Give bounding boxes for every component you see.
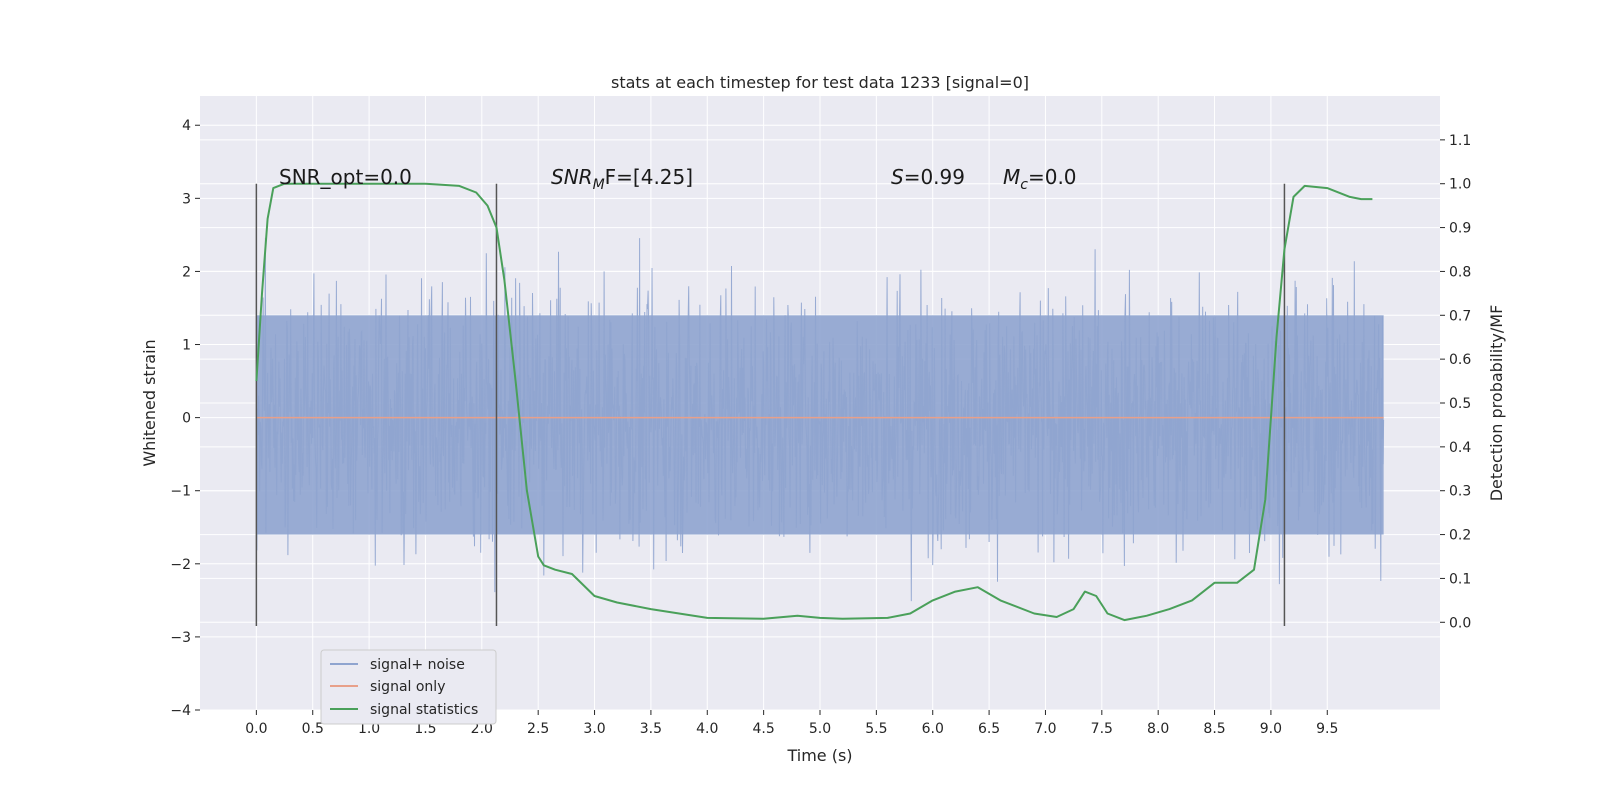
y-axis-right-label: Detection probability/MF [1487, 305, 1506, 502]
y-axis-right-ticks: 1.1 1.0 0.9 0.8 0.7 0.6 0.5 0.4 0.3 0.2 0.1 0.0 [1440, 133, 1471, 631]
y-right-tick-label: 0.9 [1449, 221, 1471, 237]
signal-statistics-line [255, 182, 1373, 622]
x-tick-label: 1.0 [358, 721, 380, 737]
x-tick-label: 0.5 [302, 721, 324, 737]
x-tick-label: 7.0 [1034, 721, 1056, 737]
y-right-tick-label: 0.6 [1449, 352, 1471, 368]
x-axis-ticks: 0.0 0.5 1.0 1.5 2.0 2.5 3.0 3.5 4.0 4.5 5.0 5.5 6.0 6… [245, 710, 1338, 737]
x-tick-label: 9.5 [1316, 721, 1338, 737]
y-axis-left-label: Whitened strain [140, 339, 159, 466]
x-tick-label: 2.0 [471, 721, 493, 737]
y-right-tick-label: 1.1 [1449, 133, 1471, 149]
y-right-tick-label: 0.8 [1449, 264, 1471, 280]
x-tick-label: 8.5 [1203, 721, 1225, 737]
annotation-snr-mf-sub: M [593, 177, 605, 193]
x-tick-label: 5.5 [865, 721, 887, 737]
x-tick-label: 2.5 [527, 721, 549, 737]
y-left-tick-label: 0 [182, 411, 191, 427]
x-tick-label: 4.5 [753, 721, 775, 737]
y-left-tick-label: 2 [182, 264, 191, 280]
annotation-snr-mf-rest: F=[4.25] [605, 165, 693, 189]
signal-statistics-series [255, 182, 1373, 622]
y-right-tick-label: 0.3 [1449, 484, 1471, 500]
annotation-mc-var: M [1003, 165, 1020, 189]
x-tick-label: 6.5 [978, 721, 1000, 737]
x-tick-label: 4.0 [696, 721, 718, 737]
y-left-tick-label: −3 [170, 630, 191, 646]
y-axis-left-ticks: 4 3 2 1 0 −1 −2 −3 −4 [170, 118, 200, 719]
y-left-tick-label: 4 [182, 118, 191, 134]
y-right-tick-label: 0.0 [1449, 615, 1471, 631]
x-tick-label: 0.0 [245, 721, 267, 737]
x-tick-label: 3.5 [640, 721, 662, 737]
x-axis-label: Time (s) [786, 746, 852, 765]
signal-noise-line [255, 237, 1385, 602]
x-tick-label: 5.0 [809, 721, 831, 737]
annotation-mc: Mc=0.0 [1003, 165, 1077, 193]
annotation-snr-opt: SNR_opt=0.0 [279, 165, 412, 189]
annotation-s: S=0.99 [891, 165, 965, 189]
legend-label-signal-statistics: signal statistics [370, 702, 478, 718]
y-right-tick-label: 0.4 [1449, 440, 1471, 456]
legend-label-signal-noise: signal+ noise [370, 657, 465, 673]
legend-label-signal-only: signal only [370, 679, 445, 695]
x-tick-label: 8.0 [1147, 721, 1169, 737]
chart-title: stats at each timestep for test data 123… [611, 73, 1029, 92]
annotation-s-var: S [891, 165, 904, 189]
y-right-tick-label: 0.5 [1449, 396, 1471, 412]
y-left-tick-label: 1 [182, 338, 191, 354]
legend-box [320, 649, 497, 725]
y-right-tick-label: 0.7 [1449, 308, 1471, 324]
annotation-s-val: =0.99 [904, 165, 965, 189]
annotation-mc-sub: c [1020, 177, 1028, 193]
x-tick-label: 3.0 [583, 721, 605, 737]
x-tick-label: 6.0 [922, 721, 944, 737]
x-tick-label: 7.5 [1091, 721, 1113, 737]
annotation-snr-mf-base: SNR [551, 165, 593, 189]
x-tick-label: 1.5 [414, 721, 436, 737]
legend: signal+ noise signal only signal statist… [320, 649, 497, 725]
y-left-tick-label: −2 [170, 557, 191, 573]
signal-noise-series [255, 237, 1385, 602]
y-left-tick-label: −4 [170, 703, 191, 719]
x-tick-label: 9.0 [1260, 721, 1282, 737]
y-left-tick-label: 3 [182, 191, 191, 207]
annotation-mc-val: =0.0 [1028, 165, 1077, 189]
y-right-tick-label: 1.0 [1449, 177, 1471, 193]
y-left-tick-label: −1 [170, 484, 191, 500]
annotation-snr-mf: SNRMF=[4.25] [551, 165, 693, 193]
y-right-tick-label: 0.1 [1449, 571, 1471, 587]
y-right-tick-label: 0.2 [1449, 528, 1471, 544]
